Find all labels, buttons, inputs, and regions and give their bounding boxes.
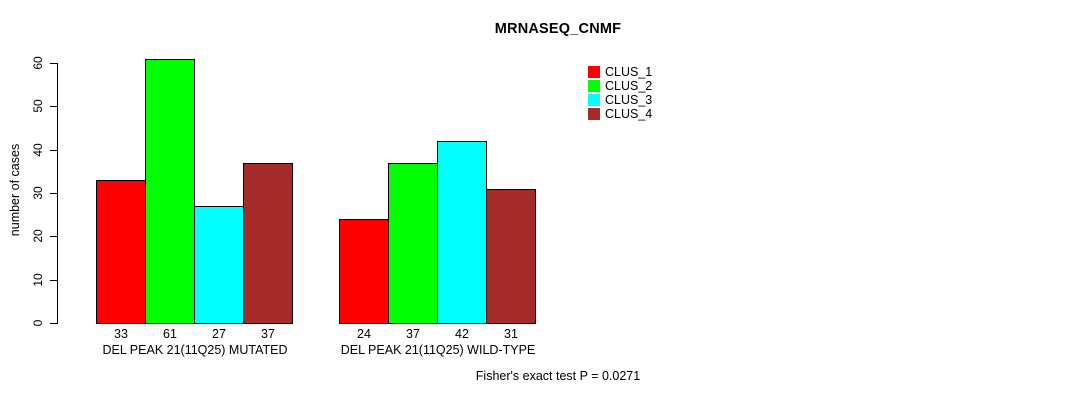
legend-item: CLUS_1 <box>588 65 652 79</box>
chart-title: MRNASEQ_CNMF <box>494 21 622 37</box>
y-tick-mark <box>50 323 57 324</box>
legend-item: CLUS_4 <box>588 107 652 121</box>
y-tick-label: 40 <box>31 143 45 157</box>
fisher-test-annotation: Fisher's exact test P = 0.0271 <box>475 369 641 383</box>
bar-value-label: 37 <box>261 327 275 341</box>
y-tick-label: 50 <box>31 99 45 113</box>
legend: CLUS_1 CLUS_2 CLUS_3 CLUS_4 <box>588 65 652 121</box>
bar-value-label: 33 <box>114 327 128 341</box>
y-tick-mark <box>50 236 57 237</box>
y-tick-mark <box>50 63 57 64</box>
legend-item: CLUS_2 <box>588 79 652 93</box>
y-tick-mark <box>50 280 57 281</box>
group-label: DEL PEAK 21(11Q25) WILD-TYPE <box>340 343 536 357</box>
y-tick-mark <box>50 193 57 194</box>
legend-label: CLUS_4 <box>605 107 653 121</box>
legend-item: CLUS_3 <box>588 93 652 107</box>
y-tick-label: 0 <box>31 319 45 327</box>
bar-clus_2 <box>145 59 195 324</box>
bar-value-label: 42 <box>455 327 469 341</box>
legend-swatch-clus_1 <box>588 66 600 78</box>
bar-value-label: 31 <box>504 327 518 341</box>
legend-swatch-clus_3 <box>588 94 600 106</box>
legend-label: CLUS_1 <box>605 65 653 79</box>
bar-clus_4 <box>243 163 293 324</box>
y-tick-label: 30 <box>31 186 45 200</box>
bar-clus_1 <box>339 219 389 324</box>
bar-clus_3 <box>194 206 244 324</box>
bar-clus_2 <box>388 163 438 324</box>
legend-label: CLUS_3 <box>605 93 653 107</box>
y-tick-mark <box>50 150 57 151</box>
y-tick-mark <box>50 106 57 107</box>
y-axis-line <box>57 63 58 324</box>
bar-value-label: 24 <box>357 327 371 341</box>
y-tick-label: 60 <box>31 56 45 70</box>
bar-value-label: 27 <box>212 327 226 341</box>
legend-swatch-clus_4 <box>588 108 600 120</box>
y-tick-label: 20 <box>31 229 45 243</box>
bar-value-label: 37 <box>406 327 420 341</box>
legend-label: CLUS_2 <box>605 79 653 93</box>
bar-clus_1 <box>96 180 146 324</box>
y-tick-label: 10 <box>31 273 45 287</box>
bar-clus_4 <box>486 189 536 324</box>
bar-value-label: 61 <box>163 327 177 341</box>
legend-swatch-clus_2 <box>588 80 600 92</box>
bar-clus_3 <box>437 141 487 324</box>
y-axis-title: number of cases <box>8 143 22 237</box>
group-label: DEL PEAK 21(11Q25) MUTATED <box>102 343 288 357</box>
